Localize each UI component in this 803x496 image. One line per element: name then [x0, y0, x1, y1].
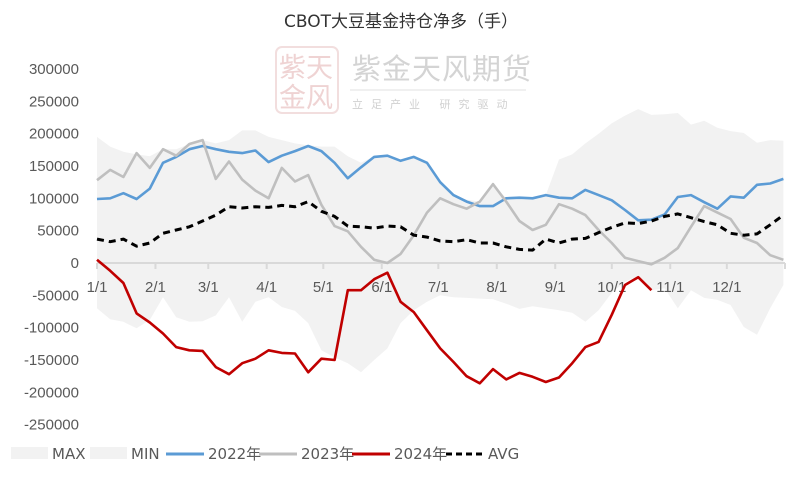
band-layer: [97, 109, 784, 373]
seal-char: 紫: [279, 53, 306, 84]
legend-label-min: MIN: [131, 445, 160, 463]
legend-label-avg: AVG: [488, 445, 519, 463]
axes: 300000 250000 200000 150000 100000 50000 0 -500…: [24, 61, 786, 434]
y-tick-label: 100000: [29, 190, 79, 207]
y-tick-label: -200000: [24, 384, 79, 401]
x-tick-label: 5/1: [313, 279, 334, 296]
x-tick-label: 3/1: [198, 279, 219, 296]
x-tick-label: 1/1: [87, 279, 108, 296]
seal-char: 风: [306, 83, 333, 114]
y-tick-label: 0: [71, 255, 79, 272]
x-tick-label: 6/1: [371, 279, 392, 296]
y-tick-label: -250000: [24, 417, 79, 434]
legend-swatch-max: [11, 447, 48, 459]
x-tick-label: 10/1: [597, 279, 626, 296]
seal-char: 天: [306, 53, 333, 84]
area-min: [97, 263, 784, 373]
seal-char: 金: [279, 83, 306, 114]
x-tick-label: 9/1: [545, 279, 566, 296]
chart-title: CBOT大豆基金持仓净多（手）: [284, 12, 518, 32]
y-tick-label: -50000: [32, 287, 79, 304]
legend-label-2022: 2022年: [208, 445, 261, 463]
y-tick-label: 150000: [29, 158, 79, 175]
watermark-brand: 紫金天风期货: [352, 52, 532, 86]
y-tick-label: -150000: [24, 352, 79, 369]
watermark-slogan: 立足产业 研究驱动: [352, 97, 516, 111]
x-tick-label: 4/1: [256, 279, 277, 296]
area-max: [97, 109, 784, 263]
legend-label-2024: 2024年: [394, 445, 447, 463]
x-tick-label: 12/1: [712, 279, 741, 296]
series-line-2024: [96, 258, 653, 385]
seal-border: [275, 46, 339, 114]
legend-swatch-min: [90, 447, 127, 459]
series-layer: [96, 138, 785, 385]
x-tick-label: 7/1: [428, 279, 449, 296]
watermark-logo: 紫 天 金 风 紫金天风期货 立足产业 研究驱动: [275, 46, 532, 114]
series-line-2022: [96, 144, 784, 222]
y-tick-label: 200000: [29, 126, 79, 143]
legend: MAX MIN 2022年 2023年 2024年 AVG: [11, 445, 519, 463]
legend-label-max: MAX: [52, 445, 85, 463]
legend-label-2023: 2023年: [301, 445, 354, 463]
x-tick-label: 8/1: [486, 279, 507, 296]
series-line-2023: [96, 138, 784, 266]
series-line-avg: [96, 200, 785, 252]
y-tick-label: 50000: [37, 223, 79, 240]
x-tick-label: 2/1: [145, 279, 166, 296]
x-tick-label: 11/1: [656, 279, 684, 296]
y-tick-label: 250000: [29, 93, 79, 110]
y-tick-label: -100000: [24, 320, 79, 337]
y-tick-label: 300000: [29, 61, 79, 78]
